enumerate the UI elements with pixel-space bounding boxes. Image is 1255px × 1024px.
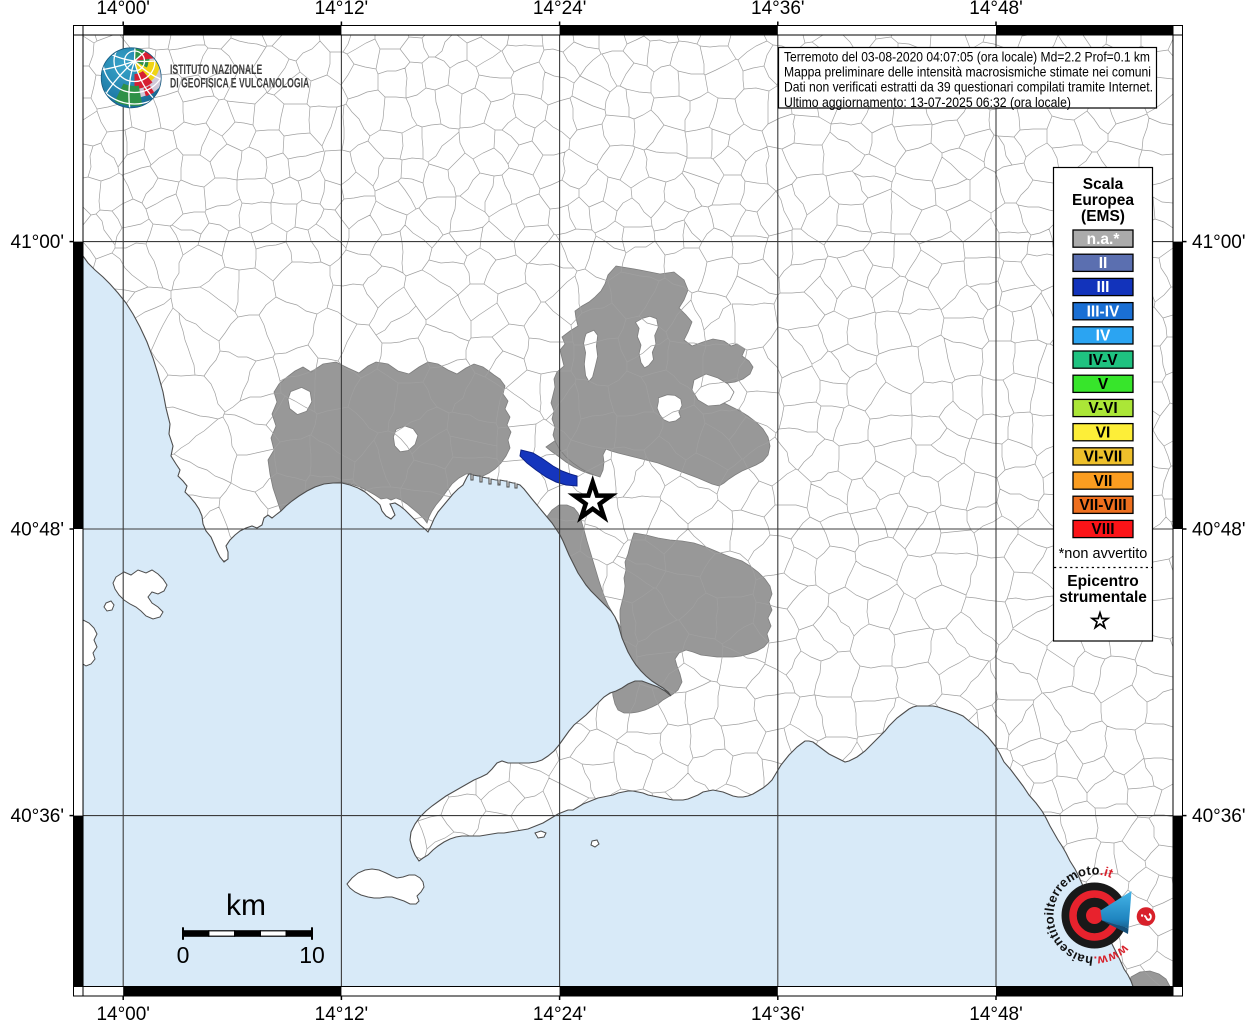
svg-text:V-VI: V-VI — [1088, 400, 1117, 417]
svg-text:DI GEOFISICA E VULCANOLOGIA: DI GEOFISICA E VULCANOLOGIA — [170, 75, 310, 91]
svg-text:Dati non verificati estratti d: Dati non verificati estratti da 39 quest… — [784, 80, 1153, 95]
svg-text:n.a.*: n.a.* — [1087, 231, 1121, 248]
svg-text:Epicentro: Epicentro — [1067, 573, 1138, 590]
svg-text:40°36': 40°36' — [1192, 806, 1246, 827]
svg-text:14°00': 14°00' — [96, 1004, 150, 1024]
svg-text:VI: VI — [1096, 424, 1111, 441]
svg-text:41°00': 41°00' — [11, 232, 65, 253]
svg-text:III-IV: III-IV — [1087, 303, 1120, 320]
svg-text:Europea: Europea — [1072, 192, 1134, 209]
svg-text:40°48': 40°48' — [1192, 520, 1246, 541]
svg-text:14°48': 14°48' — [969, 1004, 1023, 1024]
svg-text:III: III — [1097, 279, 1110, 296]
svg-text:14°48': 14°48' — [969, 0, 1023, 19]
svg-text:0: 0 — [177, 942, 190, 968]
svg-text:Mappa preliminare delle intens: Mappa preliminare delle intensità macros… — [784, 65, 1151, 80]
svg-text:II: II — [1099, 255, 1108, 272]
svg-text:Terremoto del 03-08-2020 04:07: Terremoto del 03-08-2020 04:07:05 (ora l… — [784, 50, 1150, 65]
svg-text:14°36': 14°36' — [751, 0, 805, 19]
svg-text:km: km — [226, 889, 266, 922]
svg-text:14°36': 14°36' — [751, 1004, 805, 1024]
svg-text:VI-VII: VI-VII — [1084, 449, 1123, 466]
svg-text:10: 10 — [299, 942, 325, 968]
svg-text:VIII: VIII — [1091, 521, 1114, 538]
svg-text:14°12': 14°12' — [315, 0, 369, 19]
svg-text:*non avvertito: *non avvertito — [1059, 546, 1148, 562]
svg-text:IV-V: IV-V — [1088, 352, 1118, 369]
svg-text:41°00': 41°00' — [1192, 232, 1246, 253]
svg-text:IV: IV — [1096, 328, 1111, 345]
svg-text:strumentale: strumentale — [1059, 589, 1147, 606]
svg-text:40°48': 40°48' — [11, 520, 65, 541]
svg-text:14°12': 14°12' — [315, 1004, 369, 1024]
svg-text:V: V — [1098, 376, 1109, 393]
svg-text:VII: VII — [1094, 473, 1113, 490]
svg-text:14°24': 14°24' — [533, 1004, 587, 1024]
svg-text:ISTITUTO NAZIONALE: ISTITUTO NAZIONALE — [170, 62, 262, 78]
svg-text:40°36': 40°36' — [11, 806, 65, 827]
svg-text:VII-VIII: VII-VIII — [1079, 497, 1126, 514]
svg-text:14°24': 14°24' — [533, 0, 587, 19]
svg-text:Scala: Scala — [1083, 176, 1124, 193]
svg-text:?: ? — [1136, 910, 1154, 922]
svg-text:Ultimo aggiornamento: 13-07-20: Ultimo aggiornamento: 13-07-2025 06:32 (… — [784, 95, 1071, 110]
svg-text:14°00': 14°00' — [96, 0, 150, 19]
svg-text:(EMS): (EMS) — [1081, 208, 1125, 225]
